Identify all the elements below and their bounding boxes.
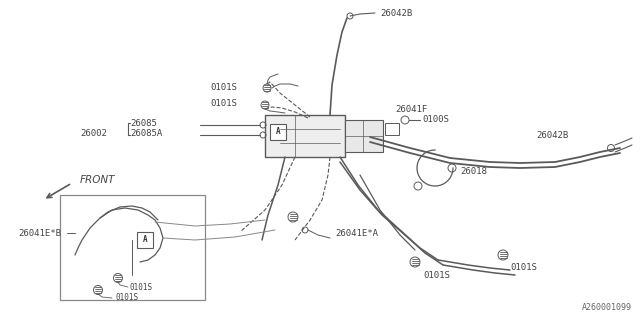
Text: 0101S: 0101S bbox=[210, 83, 237, 92]
Bar bbox=[385, 123, 399, 135]
Text: 0101S: 0101S bbox=[210, 100, 237, 108]
Text: 26018: 26018 bbox=[460, 167, 487, 177]
Text: 0101S: 0101S bbox=[130, 283, 153, 292]
Text: A: A bbox=[143, 236, 147, 244]
Text: 0101S: 0101S bbox=[423, 271, 450, 281]
Text: 26085: 26085 bbox=[130, 118, 157, 127]
Text: 26042B: 26042B bbox=[536, 131, 568, 140]
Text: 0101S: 0101S bbox=[510, 263, 537, 273]
Text: 26002: 26002 bbox=[80, 129, 107, 138]
Text: 26042B: 26042B bbox=[380, 10, 412, 19]
Bar bbox=[345, 120, 383, 152]
Text: 26041F: 26041F bbox=[395, 106, 428, 115]
FancyBboxPatch shape bbox=[270, 124, 286, 140]
Text: 0100S: 0100S bbox=[422, 116, 449, 124]
Bar bbox=[265, 115, 345, 157]
Text: 26041E*A: 26041E*A bbox=[335, 228, 378, 237]
Text: 26085A: 26085A bbox=[130, 129, 163, 138]
FancyBboxPatch shape bbox=[137, 232, 153, 248]
Bar bbox=[60, 195, 205, 300]
Text: A: A bbox=[276, 127, 280, 137]
Text: A260001099: A260001099 bbox=[582, 303, 632, 312]
Text: 0101S: 0101S bbox=[115, 292, 138, 301]
Text: 26041E*B: 26041E*B bbox=[18, 228, 61, 237]
Text: FRONT: FRONT bbox=[80, 175, 115, 185]
